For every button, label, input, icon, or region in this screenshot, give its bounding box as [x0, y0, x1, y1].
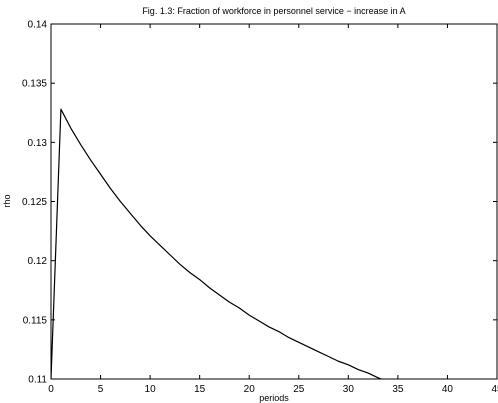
- x-axis-ticks: 0 5 10 15 20 25 30 35 40 45: [48, 24, 498, 395]
- plot-area-frame: [50, 23, 498, 380]
- x-tick-label: 10: [145, 384, 157, 395]
- x-tick-label: 35: [392, 384, 404, 395]
- y-tick-label: 0.135: [22, 79, 47, 90]
- y-tick-label: 0.125: [22, 197, 47, 208]
- y-tick-label: 0.115: [23, 315, 48, 326]
- y-axis-ticks: 0.11 0.115 0.12 0.125 0.13 0.135 0.14: [22, 20, 497, 386]
- x-tick-label: 40: [442, 384, 454, 395]
- y-tick-label: 0.14: [28, 20, 48, 31]
- y-tick-label: 0.12: [28, 256, 48, 267]
- y-axis-label: rho: [2, 194, 12, 207]
- chart-title: Fig. 1.3: Fraction of workforce in perso…: [142, 6, 405, 16]
- series-layer: [51, 108, 384, 379]
- x-tick-label: 25: [293, 384, 305, 395]
- y-tick-label: 0.11: [28, 375, 47, 386]
- x-tick-label: 45: [491, 384, 498, 395]
- x-tick-label: 20: [244, 384, 256, 395]
- x-tick-label: 5: [98, 384, 104, 395]
- y-tick-label: 0.13: [28, 138, 48, 149]
- x-tick-label: 30: [343, 384, 355, 395]
- x-tick-label: 0: [48, 384, 54, 395]
- x-axis-label: periods: [259, 393, 289, 403]
- x-tick-label: 15: [194, 384, 206, 395]
- series-line-rho: [51, 108, 384, 379]
